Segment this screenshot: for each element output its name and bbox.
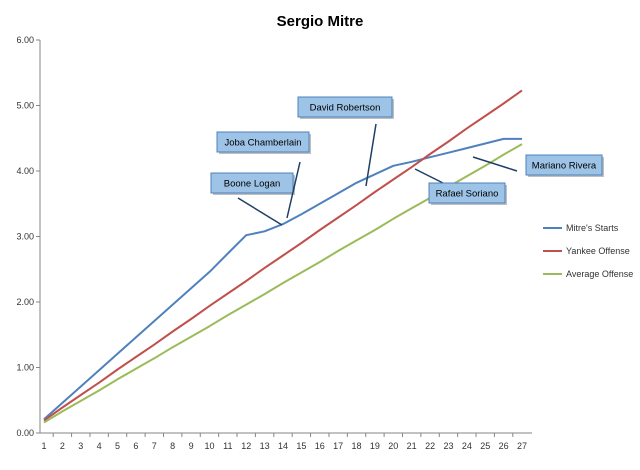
legend: Mitre's Starts Yankee Offense Average Offe… <box>543 223 633 279</box>
x-tick-label: 2 <box>60 441 65 451</box>
y-tick-label: 3.00 <box>16 232 34 242</box>
x-tick-label: 18 <box>352 441 362 451</box>
callout: David Robertson <box>297 96 394 187</box>
x-tick-label: 19 <box>370 441 380 451</box>
legend-entry: Mitre's Starts <box>543 223 619 233</box>
x-tick-label: 22 <box>425 441 435 451</box>
callout-leader-line <box>286 161 301 219</box>
callout-label: Joba Chamberlain <box>224 138 301 149</box>
x-tick-label: 1 <box>41 441 46 451</box>
callout-box <box>297 96 393 118</box>
callout-leader-line <box>365 123 377 187</box>
callout: Joba Chamberlain <box>216 131 311 219</box>
series-line-1 <box>43 89 523 422</box>
x-tick-label: 17 <box>333 441 343 451</box>
annotations: Boone Logan Joba Chamberlain David Roberts… <box>210 96 604 226</box>
y-tick-label: 4.00 <box>16 166 34 176</box>
callout-label: Mariano Rivera <box>532 161 597 172</box>
legend-label: Yankee Offense <box>566 246 630 256</box>
x-tick-label: 24 <box>462 441 472 451</box>
callout-label: Rafael Soriano <box>436 189 499 200</box>
callout-label: Boone Logan <box>224 179 281 190</box>
y-tick-label: 0.00 <box>16 428 34 438</box>
callout: Rafael Soriano <box>414 168 507 205</box>
x-tick-label: 26 <box>499 441 509 451</box>
x-tick-label: 20 <box>388 441 398 451</box>
x-tick-label: 10 <box>204 441 214 451</box>
callout-label: David Robertson <box>310 103 381 114</box>
x-tick-label: 11 <box>223 441 232 451</box>
axes: 0.001.002.003.004.005.006.001 2 3 4 5 6 7 8 9 10 1… <box>16 35 532 451</box>
callout-leader-line <box>472 156 518 172</box>
x-tick-label: 13 <box>260 441 270 451</box>
chart-title: Sergio Mitre <box>277 13 364 30</box>
legend-label: Mitre's Starts <box>566 223 619 233</box>
x-tick-label: 23 <box>443 441 453 451</box>
legend-entry: Average Offense <box>543 269 633 279</box>
y-tick-label: 6.00 <box>16 35 34 45</box>
x-tick-label: 4 <box>97 441 102 451</box>
callout: Boone Logan <box>210 172 295 226</box>
callout-box <box>210 172 294 194</box>
callout: Mariano Rivera <box>472 154 604 177</box>
callout-leader-line <box>237 197 283 226</box>
x-tick-label: 16 <box>315 441 325 451</box>
y-tick-label: 5.00 <box>16 101 34 111</box>
y-tick-label: 2.00 <box>16 297 34 307</box>
x-tick-label: 12 <box>241 441 251 451</box>
x-tick-label: 3 <box>78 441 83 451</box>
x-tick-label: 25 <box>480 441 490 451</box>
series-line-0 <box>43 137 522 420</box>
x-tick-label: 9 <box>189 441 194 451</box>
x-tick-label: 15 <box>296 441 306 451</box>
x-tick-label: 14 <box>278 441 288 451</box>
legend-label: Average Offense <box>566 269 633 279</box>
x-tick-label: 21 <box>407 441 417 451</box>
x-tick-label: 7 <box>152 441 157 451</box>
legend-entry: Yankee Offense <box>543 246 630 256</box>
x-tick-label: 5 <box>115 441 120 451</box>
callout-box <box>525 154 603 176</box>
callout-box <box>216 131 310 153</box>
x-tick-label: 27 <box>517 441 527 451</box>
x-tick-label: 6 <box>133 441 138 451</box>
callout-leader-line <box>414 168 448 186</box>
callout-box <box>428 182 506 204</box>
x-tick-label: 8 <box>170 441 175 451</box>
y-tick-label: 1.00 <box>16 363 34 373</box>
